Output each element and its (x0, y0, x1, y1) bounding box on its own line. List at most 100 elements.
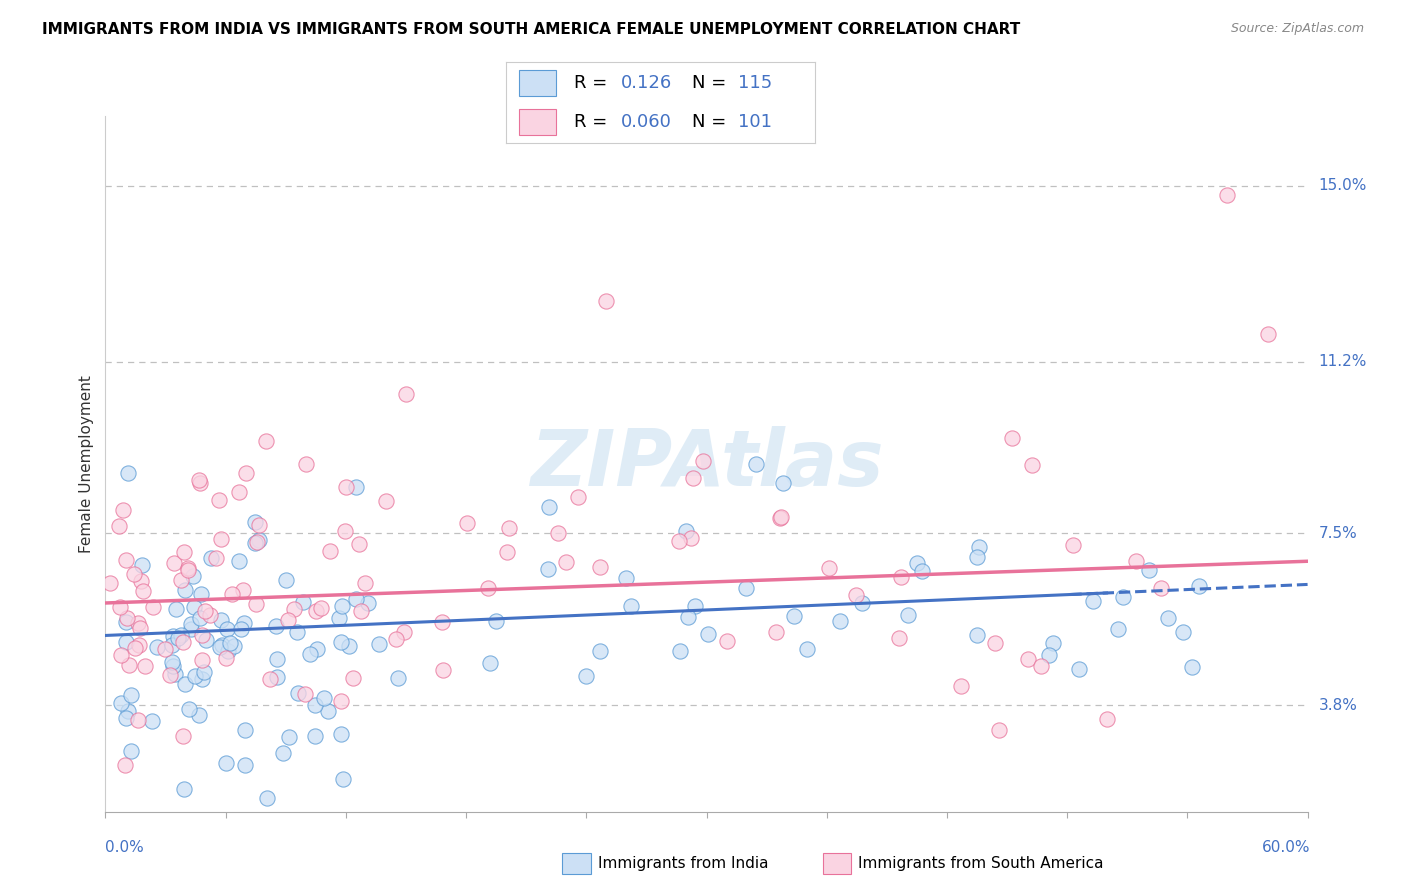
Point (349, 604, 371, 618)
Point (224, 639, 246, 653)
Point (318, 543, 340, 558)
Point (117, 466, 139, 480)
Point (796, 642, 818, 657)
Point (120, 744, 142, 758)
Point (668, 534, 690, 549)
Point (233, 616, 256, 631)
Point (344, 591, 367, 606)
Point (208, 492, 231, 507)
Point (783, 608, 806, 623)
Point (141, 714, 163, 729)
Text: 0.0%: 0.0% (105, 840, 145, 855)
Text: 15.0%: 15.0% (1319, 178, 1367, 193)
Point (1257, 326, 1279, 341)
Point (209, 613, 232, 627)
Point (769, 510, 792, 524)
Point (209, 532, 232, 546)
Text: 7.5%: 7.5% (1319, 526, 1357, 541)
Point (1157, 611, 1180, 625)
Point (200, 550, 222, 565)
Y-axis label: Female Unemployment: Female Unemployment (79, 375, 94, 553)
Point (305, 642, 328, 657)
Point (287, 685, 309, 699)
Point (537, 562, 560, 576)
Point (329, 693, 352, 707)
Point (716, 634, 738, 648)
Point (233, 723, 256, 737)
Point (247, 533, 270, 547)
Text: 101: 101 (738, 113, 772, 131)
Point (180, 616, 202, 631)
Point (1216, 187, 1239, 202)
Point (1029, 658, 1052, 673)
Point (233, 758, 256, 772)
Point (1083, 594, 1105, 608)
Point (1150, 581, 1173, 595)
Point (950, 679, 973, 693)
Point (159, 667, 181, 681)
Point (330, 635, 353, 649)
Point (1069, 662, 1091, 676)
Point (851, 596, 873, 610)
Point (160, 655, 183, 669)
Point (392, 624, 415, 639)
Point (190, 587, 212, 601)
Point (575, 668, 598, 682)
Text: N =: N = (692, 113, 731, 131)
Point (211, 638, 233, 652)
Text: ZIPAtlas: ZIPAtlas (530, 425, 883, 502)
Point (588, 560, 610, 574)
Point (1137, 563, 1160, 577)
Point (485, 614, 508, 628)
Point (337, 640, 360, 654)
Point (830, 614, 852, 628)
Text: R =: R = (574, 74, 613, 92)
Point (209, 640, 232, 654)
Point (368, 637, 391, 651)
Point (595, 294, 617, 309)
Point (117, 704, 139, 718)
Point (966, 550, 988, 565)
Point (983, 636, 1005, 650)
Point (228, 554, 250, 568)
Point (229, 622, 252, 636)
Point (128, 621, 150, 635)
Point (588, 644, 610, 658)
Point (187, 473, 209, 487)
Point (696, 627, 718, 641)
Point (298, 647, 321, 661)
Point (181, 569, 204, 583)
Point (1001, 431, 1024, 445)
Point (354, 575, 377, 590)
Point (456, 516, 478, 530)
Point (142, 599, 165, 614)
Text: 0.126: 0.126 (620, 74, 672, 92)
Point (114, 635, 136, 649)
Point (614, 571, 637, 585)
Point (174, 677, 197, 691)
Point (314, 691, 336, 706)
Point (247, 518, 270, 533)
Point (128, 713, 150, 727)
Point (283, 602, 305, 616)
Point (259, 672, 281, 686)
Point (173, 582, 195, 597)
Point (304, 729, 326, 743)
Point (183, 600, 205, 615)
Point (162, 629, 184, 643)
Point (215, 650, 238, 665)
Point (330, 727, 353, 741)
Point (395, 387, 418, 401)
Point (555, 555, 578, 569)
Text: R =: R = (574, 113, 613, 131)
Point (295, 457, 318, 471)
Point (245, 597, 267, 611)
Text: 3.8%: 3.8% (1319, 698, 1358, 713)
Point (387, 671, 409, 685)
Point (170, 573, 193, 587)
Point (845, 588, 868, 602)
Point (235, 466, 257, 480)
Point (177, 563, 200, 577)
Text: Source: ZipAtlas.com: Source: ZipAtlas.com (1230, 22, 1364, 36)
Point (498, 521, 520, 535)
